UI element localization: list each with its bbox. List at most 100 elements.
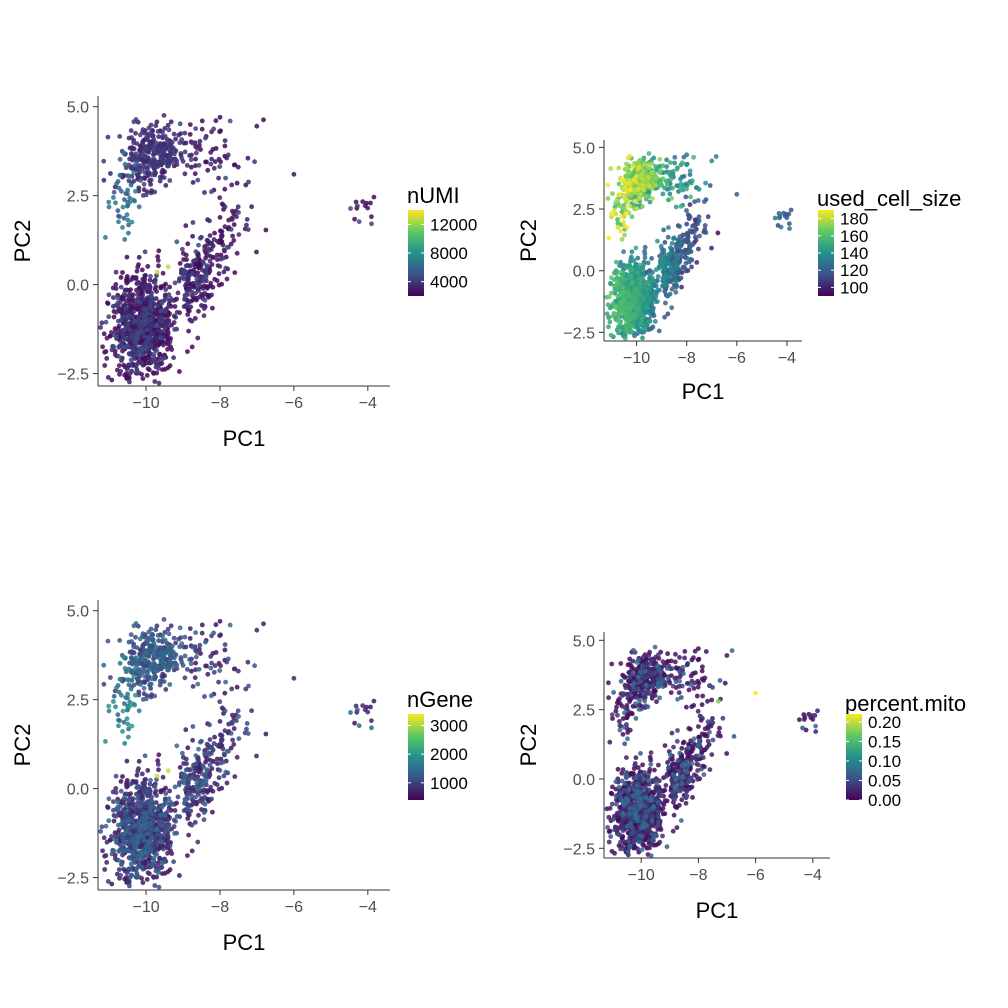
data-point (182, 293, 188, 299)
data-point (162, 830, 168, 835)
data-point (185, 349, 190, 354)
data-point (141, 333, 147, 339)
data-point (103, 349, 109, 354)
data-point (133, 840, 139, 846)
data-point (231, 222, 237, 228)
data-point (120, 328, 126, 333)
data-point (219, 234, 225, 240)
colorbar-tick-label: 12000 (430, 215, 477, 234)
data-point (684, 152, 690, 158)
data-point (627, 187, 633, 193)
data-point (609, 275, 614, 281)
data-point (151, 875, 157, 880)
data-point (228, 731, 234, 736)
data-point (139, 267, 145, 273)
data-point (630, 312, 636, 317)
data-point (217, 618, 223, 624)
data-point (222, 728, 228, 734)
data-point (159, 823, 165, 829)
data-point (658, 243, 664, 249)
data-point (633, 294, 639, 300)
colorbar (408, 210, 424, 296)
data-point (135, 768, 141, 774)
data-point (172, 148, 178, 153)
data-point (607, 294, 612, 300)
data-point (167, 147, 173, 153)
data-point (185, 312, 191, 317)
data-point (117, 811, 123, 817)
data-point (117, 660, 123, 666)
data-point (234, 214, 239, 220)
data-point (678, 204, 684, 209)
data-point (636, 196, 642, 201)
data-point (163, 813, 168, 818)
legend-title: nUMI (407, 183, 460, 208)
data-point (115, 799, 121, 805)
data-point (135, 172, 141, 178)
data-point (634, 299, 640, 305)
data-point (165, 626, 171, 632)
data-point (103, 235, 108, 240)
data-point (231, 726, 237, 731)
data-point (151, 647, 157, 653)
data-point (133, 130, 138, 136)
data-point (190, 297, 196, 302)
data-point (214, 252, 220, 258)
data-point (177, 261, 183, 266)
data-point (208, 784, 214, 790)
data-point (133, 303, 138, 309)
data-point (211, 165, 217, 171)
data-point (162, 366, 168, 372)
data-point (216, 679, 222, 685)
data-point (129, 872, 134, 878)
data-point (219, 738, 225, 743)
data-point (217, 114, 223, 120)
data-point (115, 295, 121, 301)
data-point (183, 252, 189, 258)
data-point (149, 827, 155, 833)
data-point (365, 205, 371, 211)
data-point (222, 642, 228, 647)
data-point (126, 162, 132, 168)
data-point (689, 242, 695, 248)
data-point (120, 204, 126, 210)
data-point (626, 293, 632, 299)
data-point (148, 834, 154, 840)
data-point (111, 195, 116, 200)
data-point (212, 734, 218, 740)
data-point (153, 788, 159, 794)
data-point (612, 311, 618, 317)
data-point (236, 232, 242, 238)
data-point (183, 787, 188, 793)
data-point (208, 654, 214, 659)
data-point (158, 285, 164, 291)
data-point (202, 794, 208, 800)
data-point (203, 159, 208, 165)
data-point (246, 179, 251, 185)
data-point (224, 748, 230, 754)
data-point (114, 181, 119, 187)
data-point (101, 158, 107, 164)
data-point (189, 848, 195, 854)
data-point (165, 346, 170, 352)
data-point (108, 333, 113, 339)
data-point (673, 284, 679, 290)
data-point (655, 274, 661, 279)
data-point (144, 831, 150, 837)
data-point (252, 663, 257, 669)
data-point (613, 211, 619, 217)
y-axis-title: PC2 (10, 724, 35, 767)
data-point (197, 235, 203, 241)
data-point (146, 163, 152, 169)
data-point (641, 262, 647, 267)
data-point (131, 309, 137, 314)
data-point (678, 240, 684, 246)
data-point (222, 690, 228, 696)
data-point (697, 233, 702, 239)
data-point (152, 669, 158, 674)
data-point (98, 325, 103, 330)
data-point (655, 287, 661, 293)
data-point (152, 784, 158, 789)
data-point (369, 725, 374, 731)
data-point (621, 192, 627, 198)
